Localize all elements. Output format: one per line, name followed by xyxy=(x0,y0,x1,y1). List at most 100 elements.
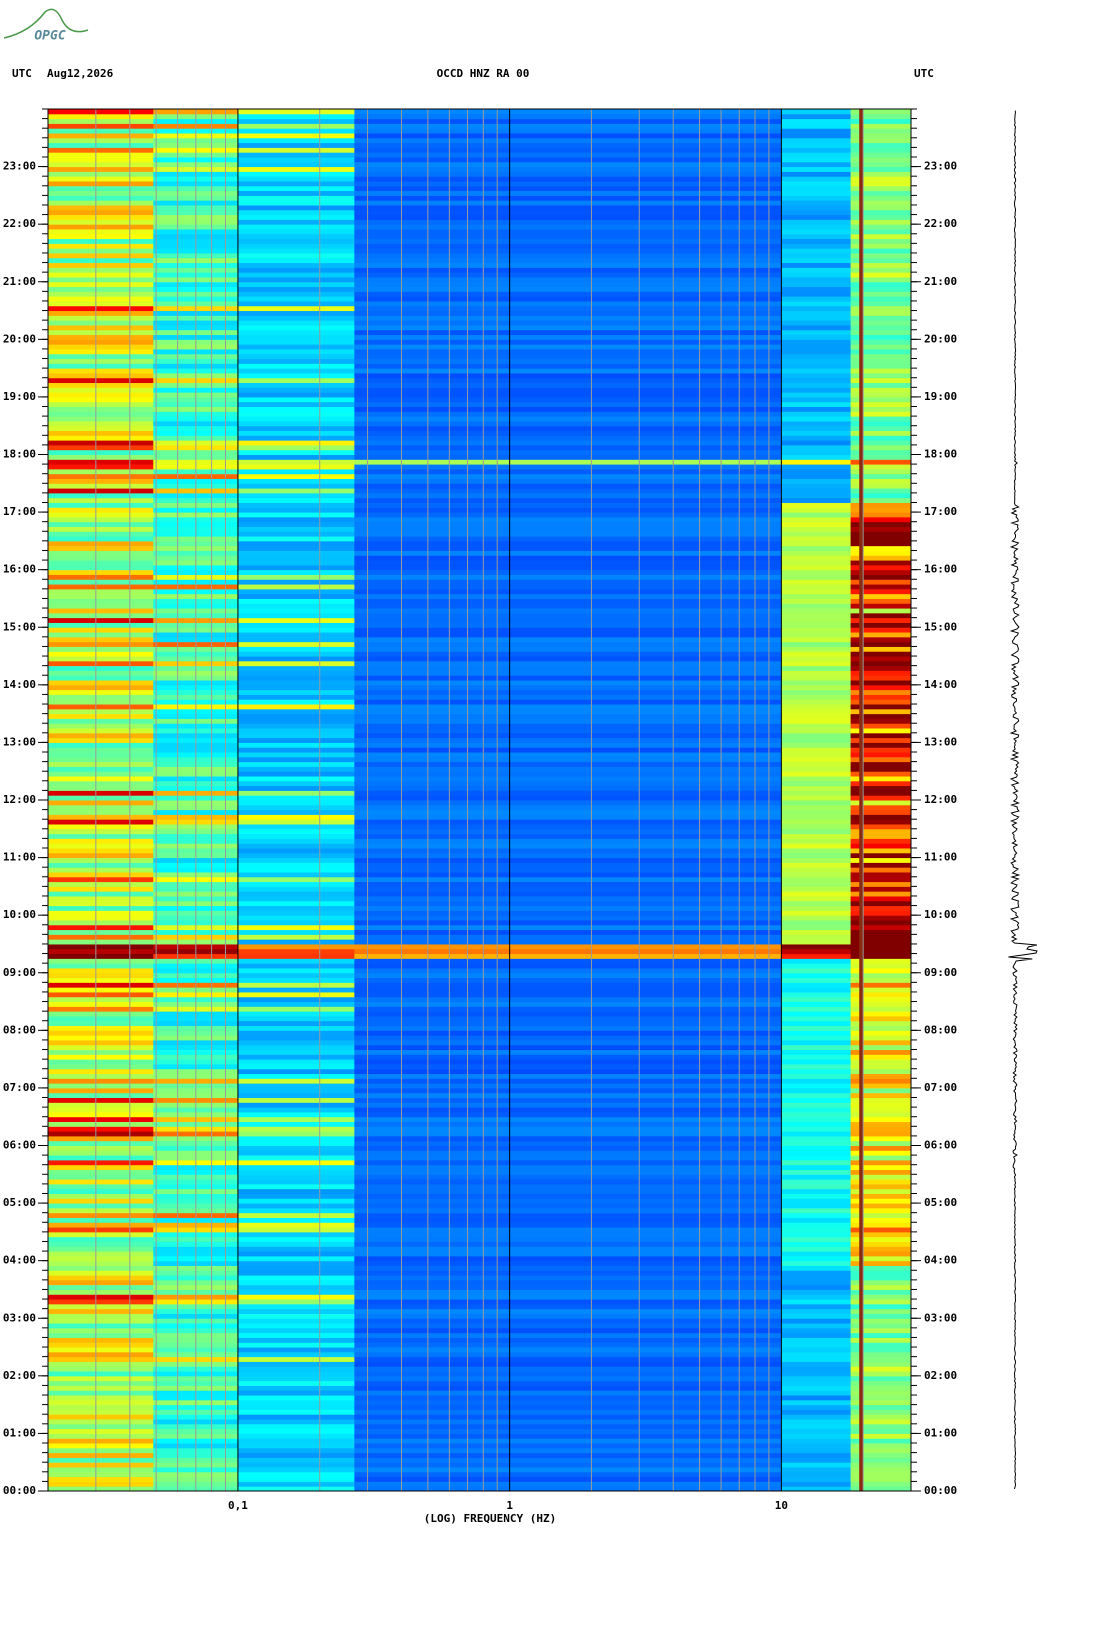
spectrogram-cell xyxy=(354,785,783,791)
spectrogram-cell xyxy=(781,531,852,537)
spectrogram-cell xyxy=(237,1332,355,1338)
spectrogram-cell xyxy=(850,1231,912,1238)
spectrogram-cell xyxy=(48,1303,154,1310)
spectrogram-cell xyxy=(354,1447,783,1454)
spectrogram-cell xyxy=(48,776,154,782)
spectrogram-cell xyxy=(237,507,355,513)
spectrogram-cell xyxy=(850,267,912,273)
spectrogram-cell xyxy=(850,1035,912,1041)
spectrogram-cell xyxy=(781,1087,852,1094)
spectrogram-cell xyxy=(781,584,852,590)
spectrogram-cell xyxy=(354,795,783,801)
spectrogram-cell xyxy=(237,1030,355,1036)
spectrogram-cell xyxy=(781,540,852,547)
spectrogram-cell xyxy=(850,828,912,835)
spectrogram-cell xyxy=(237,732,355,739)
spectrogram-cell xyxy=(781,444,852,451)
spectrogram-cell xyxy=(850,224,912,230)
spectrogram-cell xyxy=(237,828,355,835)
spectrogram-cell xyxy=(850,420,912,427)
spectrogram-cell xyxy=(48,809,154,815)
spectrogram-cell xyxy=(237,368,355,374)
spectrogram-cell xyxy=(237,838,355,844)
spectrogram-cell xyxy=(237,276,355,283)
spectrogram-cell xyxy=(237,593,355,599)
spectrogram-cell xyxy=(781,219,852,225)
spectrogram-cell xyxy=(237,228,355,235)
spectrogram-cell xyxy=(850,1385,912,1391)
spectrogram-cell xyxy=(781,1299,852,1305)
spectrogram-cell xyxy=(48,1438,154,1444)
spectrogram-cell xyxy=(48,627,154,633)
spectrogram-cell xyxy=(781,828,852,835)
spectrogram-cell xyxy=(781,382,852,388)
spectrogram-cell xyxy=(48,1179,154,1185)
spectrogram-cell xyxy=(781,1433,852,1439)
spectrogram-cell xyxy=(781,958,852,964)
spectrogram-cell xyxy=(781,507,852,513)
spectrogram-cell xyxy=(781,1198,852,1204)
spectrogram-cell xyxy=(48,699,154,705)
spectrogram-cell xyxy=(781,339,852,345)
spectrogram-cell xyxy=(48,1457,154,1463)
spectrogram-cell xyxy=(237,142,355,148)
spectrogram-cell xyxy=(237,358,355,364)
y-tick-label: 07:00 xyxy=(924,1081,957,1094)
spectrogram-cell xyxy=(237,180,355,187)
spectrogram-cell xyxy=(48,1102,154,1108)
spectrogram-cell xyxy=(354,1414,783,1420)
spectrogram-cell xyxy=(354,809,783,815)
spectrogram-cell xyxy=(354,267,783,273)
spectrogram-cell xyxy=(850,1159,912,1166)
spectrogram-cell xyxy=(237,420,355,427)
spectrogram-cell xyxy=(237,1092,355,1099)
spectrogram xyxy=(48,109,912,1492)
spectrogram-cell xyxy=(850,1020,912,1027)
spectrogram-cell xyxy=(781,689,852,695)
spectrogram-cell xyxy=(354,1227,783,1233)
spectrogram-cell xyxy=(237,665,355,671)
spectrogram-cell xyxy=(237,262,355,268)
spectrogram-cell xyxy=(237,1035,355,1041)
spectrogram-cell xyxy=(850,608,912,614)
spectrogram-cell xyxy=(781,1174,852,1180)
spectrogram-cell xyxy=(850,1361,912,1367)
spectrogram-cell xyxy=(48,1246,154,1252)
spectrogram-cell xyxy=(48,1212,154,1218)
spectrogram-cell xyxy=(48,704,154,710)
spectrogram-cell xyxy=(237,756,355,763)
spectrogram-cell xyxy=(48,1380,154,1386)
spectrogram-cell xyxy=(237,900,355,907)
spectrogram-cell xyxy=(48,1006,154,1012)
spectrogram-cell xyxy=(48,132,154,139)
spectrogram-cell xyxy=(781,1203,852,1209)
spectrogram-cell xyxy=(354,286,783,292)
spectrogram-cell xyxy=(354,569,783,575)
spectrogram-cell xyxy=(850,488,912,494)
spectrogram-cell xyxy=(354,857,783,863)
spectrogram-cell xyxy=(48,1395,154,1401)
spectrogram-cell xyxy=(48,435,154,441)
y-tick-label: 03:00 xyxy=(924,1311,957,1324)
spectrogram-cell xyxy=(850,1203,912,1209)
spectrogram-cell xyxy=(354,804,783,811)
spectrogram-cell xyxy=(48,785,154,791)
spectrogram-cell xyxy=(781,963,852,969)
spectrogram-cell xyxy=(781,1409,852,1415)
spectrogram-cell xyxy=(354,1150,783,1156)
spectrogram-cell xyxy=(354,742,783,748)
spectrogram-cell xyxy=(48,387,154,393)
spectrogram-cell xyxy=(354,420,783,427)
spectrogram-cell xyxy=(354,800,783,806)
spectrogram-cell xyxy=(237,473,355,479)
spectrogram-cell xyxy=(354,1054,783,1060)
spectrogram-cell xyxy=(48,564,154,571)
spectrogram-cell xyxy=(781,1251,852,1257)
spectrogram-cell xyxy=(354,766,783,772)
spectrogram-cell xyxy=(48,1356,154,1362)
spectrogram-cell xyxy=(237,171,355,177)
spectrogram-cell xyxy=(237,857,355,863)
spectrogram-cell xyxy=(850,948,912,955)
y-tick-label: 05:00 xyxy=(3,1196,36,1209)
spectrogram-cell xyxy=(850,118,912,124)
